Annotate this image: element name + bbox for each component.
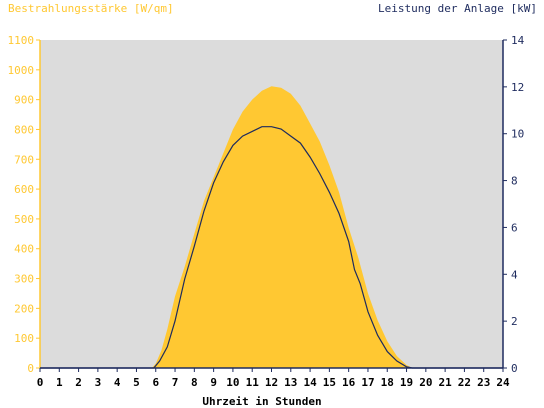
left-tick-label: 300 <box>14 273 34 286</box>
x-tick-label: 8 <box>191 376 198 389</box>
left-axis-ticks: 0 100 200 300 400 500 600 700 800 900 1000 1100 <box>8 34 40 375</box>
left-tick-label: 900 <box>14 94 34 107</box>
x-tick-label: 18 <box>381 376 394 389</box>
left-tick-label: 700 <box>14 153 34 166</box>
x-tick-label: 17 <box>361 376 374 389</box>
left-tick-label: 1000 <box>8 64 35 77</box>
x-tick-label: 12 <box>265 376 278 389</box>
left-tick-label: 100 <box>14 332 34 345</box>
x-tick-label: 6 <box>152 376 159 389</box>
right-tick-label: 2 <box>511 315 518 328</box>
right-tick-label: 14 <box>511 34 525 47</box>
x-tick-label: 19 <box>400 376 413 389</box>
x-tick-label: 0 <box>37 376 44 389</box>
x-tick-label: 13 <box>284 376 297 389</box>
x-tick-label: 11 <box>246 376 260 389</box>
left-tick-label: 0 <box>27 362 34 375</box>
x-tick-label: 23 <box>477 376 490 389</box>
right-axis-ticks: 0 2 4 6 8 10 12 14 <box>503 34 525 375</box>
x-tick-label: 20 <box>419 376 432 389</box>
x-tick-label: 5 <box>133 376 140 389</box>
x-tick-label: 7 <box>172 376 179 389</box>
x-tick-label: 22 <box>458 376 471 389</box>
x-tick-label: 1 <box>56 376 63 389</box>
x-tick-label: 14 <box>303 376 317 389</box>
x-tick-label: 24 <box>496 376 510 389</box>
left-tick-label: 1100 <box>8 34 35 47</box>
right-tick-label: 6 <box>511 221 518 234</box>
right-tick-label: 4 <box>511 268 518 281</box>
left-tick-label: 200 <box>14 302 34 315</box>
x-tick-label: 16 <box>342 376 356 389</box>
x-tick-label: 10 <box>226 376 239 389</box>
x-tick-label: 21 <box>439 376 453 389</box>
right-axis-title: Leistung der Anlage [kW] <box>378 2 537 15</box>
left-tick-label: 400 <box>14 243 34 256</box>
right-tick-label: 12 <box>511 81 524 94</box>
x-tick-label: 9 <box>210 376 217 389</box>
irradiance-area-layer <box>40 86 503 368</box>
x-tick-label: 3 <box>95 376 102 389</box>
right-tick-label: 8 <box>511 175 518 188</box>
x-axis-ticks: 0 1 2 3 4 5 6 7 8 9 10 11 12 13 14 15 16 17 18 19 20 21 22 23 24 <box>37 368 510 389</box>
right-tick-label: 0 <box>511 362 518 375</box>
x-axis-label: Uhrzeit in Stunden <box>202 395 321 408</box>
power-line-layer <box>40 126 503 369</box>
left-axis-title: Bestrahlungsstärke [W/qm] <box>8 2 174 15</box>
x-tick-label: 15 <box>323 376 336 389</box>
left-tick-label: 600 <box>14 183 34 196</box>
left-tick-label: 500 <box>14 213 34 226</box>
power-line <box>40 126 503 369</box>
irradiance-area <box>40 86 503 368</box>
x-tick-label: 4 <box>114 376 121 389</box>
right-tick-label: 10 <box>511 128 524 141</box>
x-tick-label: 2 <box>75 376 82 389</box>
left-tick-label: 800 <box>14 123 34 136</box>
